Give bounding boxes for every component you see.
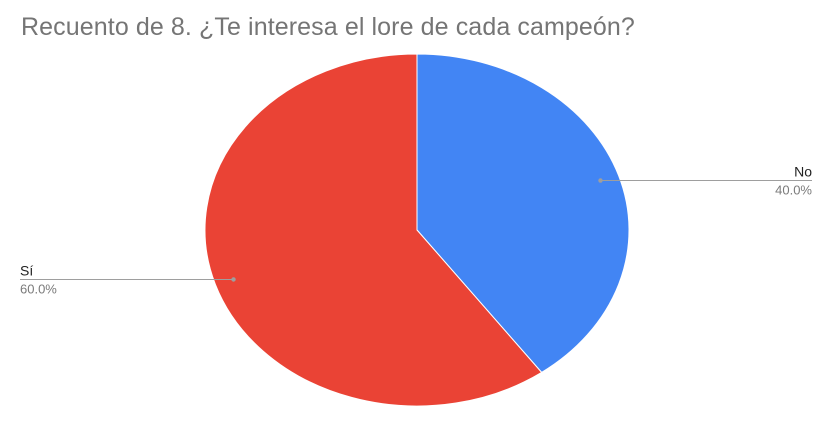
pie-slice-si[interactable] [204, 53, 543, 407]
chart-title: Recuento de 8. ¿Te interesa el lore de c… [21, 13, 635, 41]
slice-label-si: Sí [20, 262, 33, 278]
slice-percent-si: 60.0% [20, 281, 57, 296]
pie-slice-no[interactable] [416, 53, 630, 374]
slice-label-no: No [794, 164, 812, 180]
slice-percent-no: 40.0% [775, 183, 812, 198]
